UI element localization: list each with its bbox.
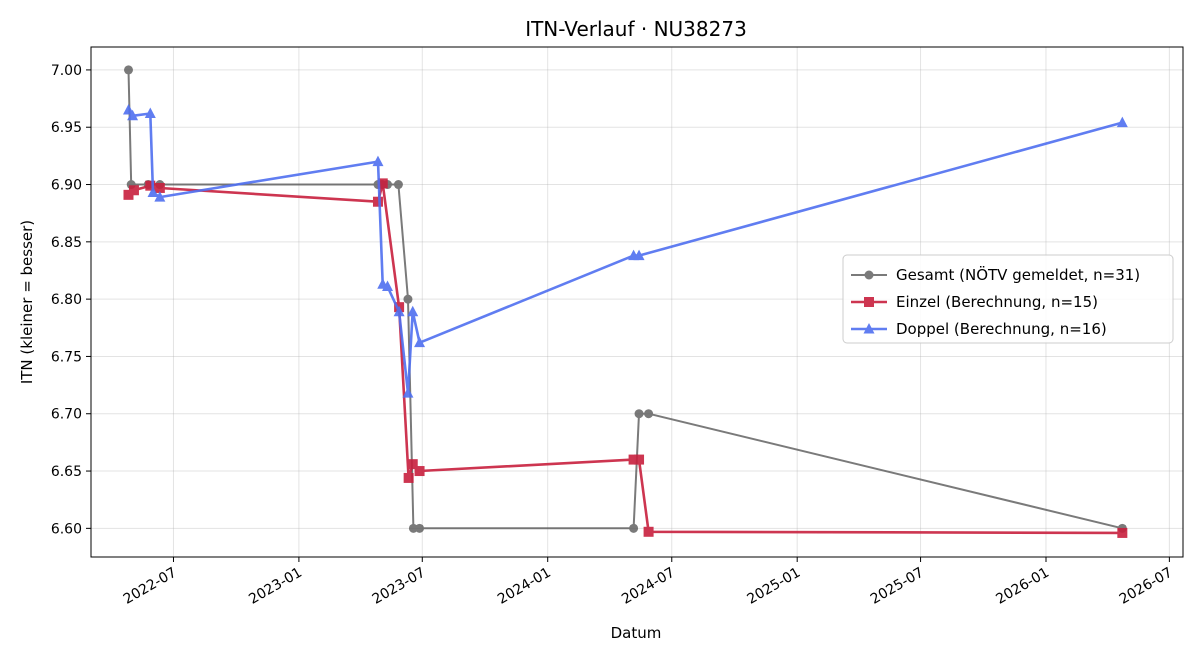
legend-label: Gesamt (NÖTV gemeldet, n=31) (896, 265, 1140, 284)
data-point-doppel (144, 107, 156, 118)
data-point-einzel (628, 454, 639, 465)
x-axis-label: Datum (611, 624, 662, 642)
legend-frame (842, 254, 1174, 344)
legend-item-einzel (851, 297, 887, 307)
data-point-gesamt (403, 294, 413, 304)
data-point-doppel (122, 104, 134, 115)
data-point-einzel (634, 454, 645, 465)
data-point-gesamt (415, 523, 425, 533)
x-tick-label: 2025-01 (745, 565, 804, 608)
data-point-gesamt (644, 409, 654, 419)
y-tick-label: 6.90 (51, 178, 82, 194)
y-tick-label: 7.00 (51, 63, 82, 79)
y-tick-label: 6.75 (51, 349, 82, 365)
data-point-einzel (407, 459, 418, 470)
y-tick-label: 6.60 (51, 521, 82, 537)
data-point-einzel (377, 178, 388, 189)
legend: Gesamt (NÖTV gemeldet, n=31) Einzel (Bere… (842, 254, 1174, 344)
plot-frame (90, 46, 1184, 558)
data-point-doppel (414, 336, 426, 348)
x-tick-label: 2026-01 (993, 565, 1052, 608)
y-axis-label: ITN (kleiner = besser) (18, 220, 36, 384)
legend-item-gesamt (851, 270, 887, 280)
data-point-doppel (127, 109, 139, 121)
data-point-doppel (393, 305, 405, 317)
legend-item-doppel (851, 323, 887, 334)
series-doppel (122, 104, 1128, 398)
data-point-doppel (382, 280, 394, 292)
data-point-gesamt (629, 523, 639, 533)
chart-title: ITN-Verlauf · NU38273 (525, 17, 747, 41)
data-point-einzel (643, 526, 654, 537)
x-tick-label: 2022-07 (121, 565, 180, 608)
data-point-doppel (1116, 116, 1128, 128)
legend-swatch-marker (863, 323, 875, 334)
x-tick-label: 2023-01 (246, 565, 305, 608)
y-tick-label: 6.80 (51, 292, 82, 308)
data-point-einzel (372, 196, 383, 207)
data-point-gesamt (393, 180, 403, 190)
x-tick-label: 2023-07 (370, 565, 429, 608)
legend-label: Doppel (Berechnung, n=16) (896, 320, 1107, 338)
data-point-einzel (403, 472, 414, 483)
data-point-doppel (147, 186, 159, 198)
data-point-einzel (123, 189, 134, 200)
y-tick-label: 6.70 (51, 407, 82, 423)
x-tick-label: 2025-07 (868, 565, 927, 608)
data-point-einzel (145, 180, 156, 191)
data-point-doppel (407, 305, 419, 317)
y-tick-label: 6.85 (51, 235, 82, 251)
x-tick-label: 2024-07 (619, 565, 678, 608)
data-point-einzel (1117, 527, 1128, 538)
legend-label: Einzel (Berechnung, n=15) (896, 293, 1098, 311)
series-line-einzel (127, 182, 1123, 535)
data-point-gesamt (634, 409, 644, 419)
data-point-gesamt (123, 65, 133, 75)
data-point-doppel (372, 155, 384, 167)
legend-swatch-marker (864, 297, 874, 307)
data-point-doppel (154, 191, 166, 202)
data-point-einzel (154, 182, 165, 193)
data-point-einzel (128, 185, 139, 196)
series-layer (122, 65, 1128, 538)
data-point-doppel (633, 249, 645, 261)
series-line-doppel (127, 109, 1123, 395)
x-tick-label: 2024-01 (495, 565, 554, 608)
y-tick-label: 6.65 (51, 464, 82, 480)
x-tick-label: 2026-07 (1117, 565, 1176, 608)
legend-swatch-marker (864, 270, 874, 280)
series-einzel (123, 178, 1128, 538)
data-point-doppel (402, 387, 414, 398)
data-point-einzel (414, 466, 425, 477)
y-tick-label: 6.95 (51, 120, 82, 136)
